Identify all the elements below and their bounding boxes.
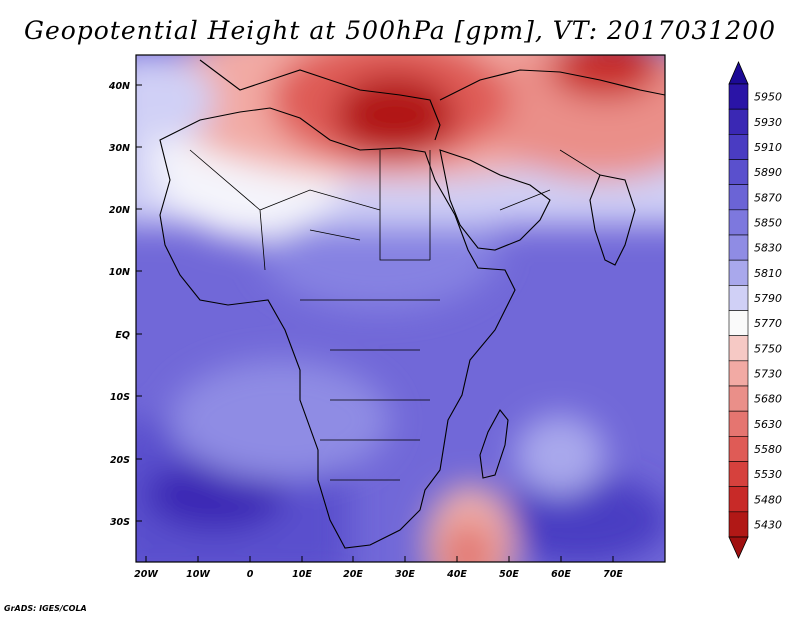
colorbar-label: 5950	[754, 91, 782, 104]
colorbar-swatch	[728, 83, 749, 110]
colorbar-swatch	[728, 436, 749, 462]
lon-label: 50E	[499, 569, 519, 580]
colorbar-swatch	[728, 310, 749, 336]
credit-label: GrADS: IGES/COLA	[4, 604, 87, 613]
asia-coastline	[439, 69, 665, 101]
lat-label: 20N	[109, 205, 130, 216]
colorbar-swatch	[728, 511, 749, 538]
colorbar-label: 5870	[754, 191, 782, 204]
africa-coastline	[159, 107, 516, 549]
lon-label: 60E	[551, 569, 571, 580]
map-title: Geopotential Height at 500hPa [gpm], VT:…	[23, 16, 777, 45]
colorbar-label: 5850	[754, 216, 782, 229]
india-coastline	[589, 174, 636, 266]
lat-axis: 40N 30N 20N 10N EQ 10S 20S 30S	[108, 81, 142, 528]
coastlines	[159, 59, 665, 549]
colorbar-swatch	[728, 134, 749, 160]
lon-axis: 20W 10W 0 10E 20E 30E 40E 50E 60E 70E	[134, 556, 623, 580]
lat-label: 30S	[110, 517, 130, 528]
colorbar-label: 5790	[754, 292, 782, 305]
lon-label: 30E	[395, 569, 415, 580]
colorbar-swatch	[728, 108, 749, 135]
colorbar-swatch	[728, 461, 749, 487]
lat-label: EQ	[115, 330, 130, 341]
colorbar-swatch	[728, 285, 749, 311]
colorbar-swatch	[728, 184, 749, 211]
colorbar-label: 5580	[754, 443, 782, 456]
colorbar: 5950 5930 5910 5890 5870 5850 5830 5810 5790 5770…	[728, 60, 782, 559]
colorbar-swatch	[728, 159, 749, 185]
colorbar-label: 5750	[754, 342, 782, 355]
colorbar-label: 5430	[754, 518, 782, 531]
colorbar-label: 5890	[754, 166, 782, 179]
colorbar-swatch	[728, 360, 749, 387]
height-field	[136, 55, 665, 562]
colorbar-label: 5730	[754, 367, 782, 380]
lon-label: 10W	[186, 569, 210, 580]
lon-label: 10E	[292, 569, 312, 580]
colorbar-label: 5680	[754, 393, 782, 406]
colorbar-top-arrow	[728, 60, 749, 85]
lat-label: 10N	[109, 267, 130, 278]
map-frame	[135, 54, 666, 563]
madagascar-coastline	[479, 409, 509, 479]
colorbar-bottom-arrow	[728, 536, 749, 559]
colorbar-swatch	[728, 486, 749, 513]
borders	[189, 149, 601, 481]
colorbar-label: 5480	[754, 493, 782, 506]
lon-label: 20E	[343, 569, 363, 580]
colorbar-swatch	[728, 385, 749, 412]
europe-coastline	[199, 59, 441, 141]
lat-label: 40N	[108, 81, 130, 92]
colorbar-label: 5530	[754, 468, 782, 481]
colorbar-label: 5770	[754, 317, 782, 330]
colorbar-label: 5810	[754, 267, 782, 280]
lon-label: 0	[247, 569, 254, 580]
lon-label: 20W	[134, 569, 158, 580]
colorbar-swatch	[728, 410, 749, 437]
colorbar-label: 5910	[754, 141, 782, 154]
colorbar-swatch	[728, 209, 749, 236]
lat-label: 10S	[110, 392, 130, 403]
lon-label: 40E	[446, 569, 467, 580]
lat-label: 30N	[109, 143, 130, 154]
colorbar-label: 5630	[754, 418, 782, 431]
colorbar-label: 5830	[754, 242, 782, 255]
colorbar-swatch	[728, 259, 749, 286]
arabia-coastline	[439, 149, 551, 251]
colorbar-swatch	[728, 335, 749, 362]
lat-label: 20S	[110, 455, 130, 466]
colorbar-label: 5930	[754, 116, 782, 129]
lon-label: 70E	[603, 569, 623, 580]
colorbar-swatch	[728, 234, 749, 261]
